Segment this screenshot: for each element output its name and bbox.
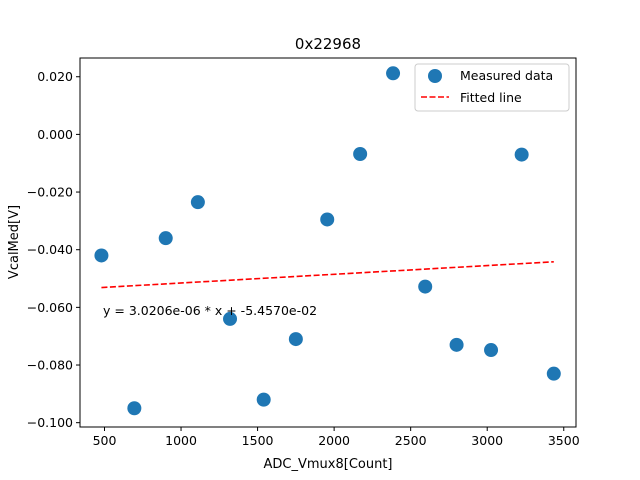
y-tick-label: 0.000 — [37, 127, 73, 142]
data-point — [94, 248, 109, 263]
x-tick-label: 500 — [93, 433, 117, 448]
x-tick-label: 1000 — [165, 433, 197, 448]
legend-label-measured: Measured data — [460, 68, 553, 83]
legend-box — [414, 63, 570, 112]
data-point — [158, 231, 173, 246]
x-tick-label: 2500 — [395, 433, 427, 448]
data-point — [449, 337, 464, 352]
chart-title: 0x22968 — [295, 35, 361, 53]
y-tick-label: −0.100 — [27, 415, 73, 430]
y-tick-label: 0.020 — [37, 69, 73, 84]
data-point — [288, 332, 303, 347]
x-axis-ticks: 500 1000 1500 2000 2500 3000 3500 — [93, 427, 580, 448]
x-tick-label: 3000 — [471, 433, 503, 448]
data-point — [223, 311, 238, 326]
legend-label-fitted: Fitted line — [460, 90, 522, 105]
y-tick-label: −0.080 — [27, 358, 73, 373]
data-point — [320, 212, 335, 227]
y-tick-label: −0.040 — [27, 242, 73, 257]
legend: Measured data Fitted line — [414, 63, 570, 112]
data-point — [386, 66, 401, 81]
data-point — [418, 279, 433, 294]
data-point — [190, 195, 205, 210]
x-axis-label: ADC_Vmux8[Count] — [264, 457, 393, 472]
x-tick-label: 3500 — [548, 433, 580, 448]
data-point — [546, 366, 561, 381]
y-axis-ticks: −0.100 −0.080 −0.060 −0.040 −0.020 0.000 0.020 — [27, 69, 80, 430]
data-point — [353, 146, 368, 161]
legend-marker-measured — [428, 69, 442, 83]
data-point — [484, 343, 499, 358]
data-point — [514, 147, 529, 162]
y-tick-label: −0.060 — [27, 300, 73, 315]
data-point — [256, 392, 271, 407]
data-point — [127, 401, 142, 416]
fitted-line — [101, 260, 554, 289]
y-tick-label: −0.020 — [27, 185, 73, 200]
y-axis-label: VcalMed[V] — [7, 205, 22, 279]
x-tick-label: 2000 — [318, 433, 350, 448]
plot-marks — [94, 66, 561, 416]
plot-frame — [79, 57, 577, 428]
x-tick-label: 1500 — [242, 433, 274, 448]
fit-equation-annotation: y = 3.0206e-06 * x + -5.4570e-02 — [103, 303, 317, 318]
